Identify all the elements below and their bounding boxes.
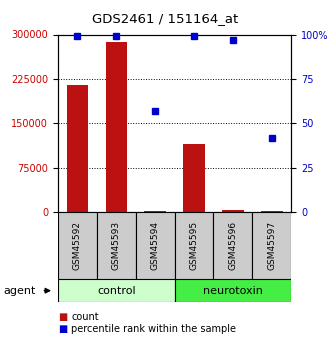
Bar	[174, 279, 291, 302]
Text: ■: ■	[58, 325, 67, 334]
Text: control: control	[97, 286, 136, 296]
Bar	[97, 212, 136, 279]
Bar	[183, 144, 205, 212]
Text: count: count	[71, 313, 99, 322]
Bar	[136, 212, 174, 279]
Text: GSM45595: GSM45595	[190, 221, 199, 270]
Bar	[144, 211, 166, 212]
Bar	[252, 212, 291, 279]
Bar	[261, 211, 283, 212]
Text: GSM45596: GSM45596	[228, 221, 237, 270]
Text: GSM45592: GSM45592	[73, 221, 82, 270]
Bar	[67, 85, 88, 212]
Bar	[106, 42, 127, 212]
Bar	[58, 279, 174, 302]
Text: GDS2461 / 151164_at: GDS2461 / 151164_at	[92, 12, 239, 25]
Text: GSM45593: GSM45593	[112, 221, 121, 270]
Text: percentile rank within the sample: percentile rank within the sample	[71, 325, 236, 334]
Text: GSM45594: GSM45594	[151, 221, 160, 270]
Text: GSM45597: GSM45597	[267, 221, 276, 270]
Text: neurotoxin: neurotoxin	[203, 286, 263, 296]
Text: ■: ■	[58, 313, 67, 322]
Bar	[222, 210, 244, 212]
Bar	[213, 212, 252, 279]
Bar	[58, 212, 97, 279]
Bar	[174, 212, 213, 279]
Text: agent: agent	[3, 286, 36, 296]
